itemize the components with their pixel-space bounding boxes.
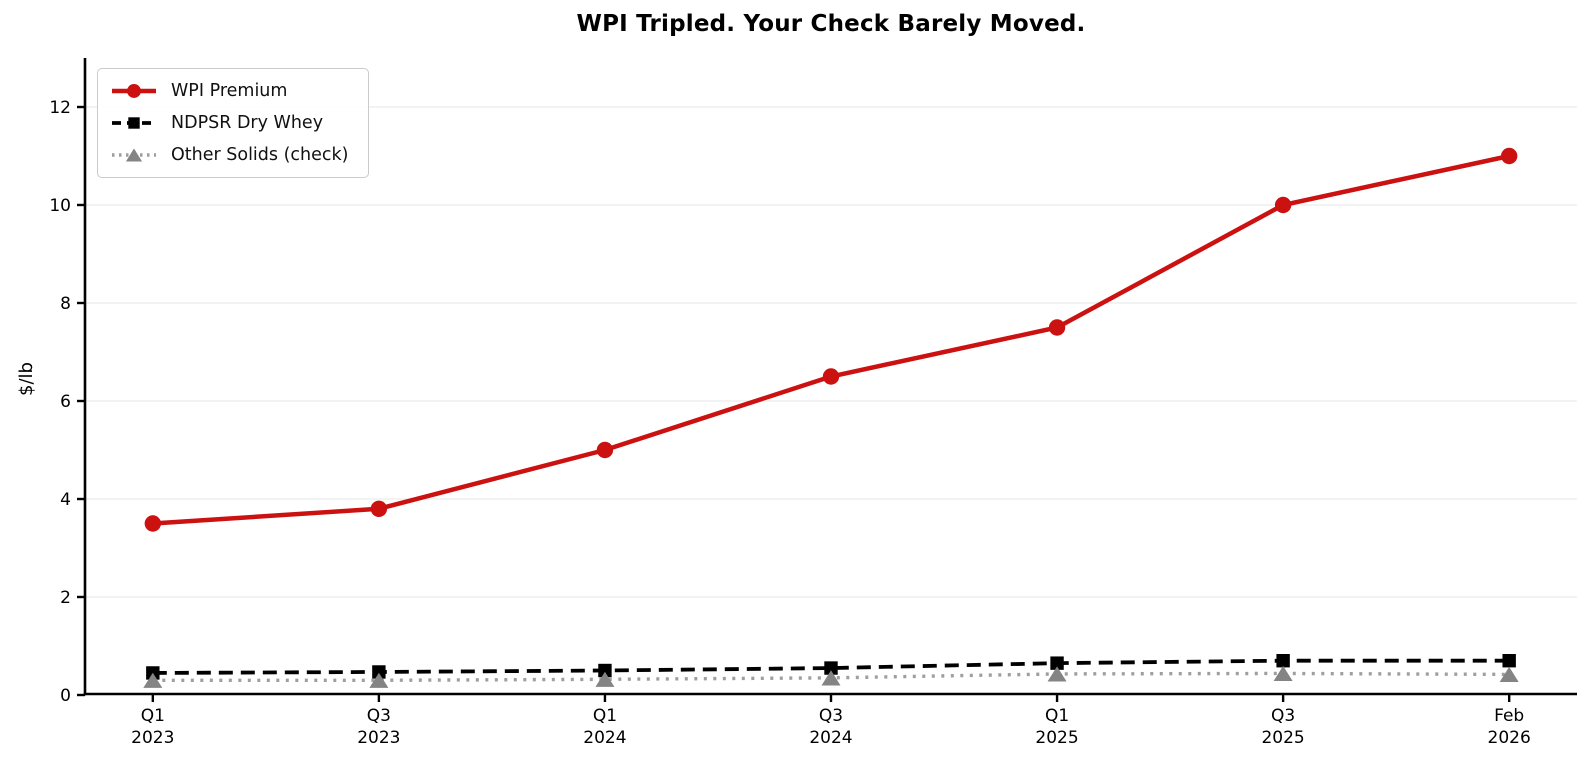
triangle-marker: [1047, 666, 1067, 682]
square-marker: [1050, 656, 1064, 670]
x-tick-label: Q1 2023: [131, 706, 174, 748]
circle-marker: [127, 84, 141, 98]
series-line: [152, 153, 1510, 526]
triangle-marker: [125, 148, 143, 162]
circle-marker: [1048, 319, 1066, 336]
triangle-marker: [369, 672, 389, 688]
square-marker: [372, 665, 386, 679]
square-marker: [598, 663, 612, 678]
legend-item-0: WPI Premium: [110, 79, 352, 103]
chart-title: WPI Tripled. Your Check Barely Moved.: [576, 11, 1086, 37]
legend-label: WPI Premium: [171, 81, 288, 101]
triangle-marker: [143, 672, 163, 688]
triangle-marker: [595, 671, 615, 687]
circle-marker: [1500, 147, 1518, 165]
series-0: [144, 147, 1518, 532]
y-tick-label: 10: [49, 196, 71, 216]
series-1: [146, 654, 1516, 680]
y-tick-label: 2: [60, 588, 71, 608]
legend-square-sample-icon: [112, 117, 156, 129]
triangle-marker: [821, 670, 841, 686]
circle-marker: [144, 515, 162, 532]
x-tick-label: Q3 2024: [809, 706, 852, 748]
legend-triangle-sample-icon: [112, 148, 156, 162]
triangle-marker: [1499, 666, 1519, 683]
x-tick-label: Q1 2024: [583, 706, 626, 748]
legend-circle-sample-icon: [112, 84, 156, 98]
legend-label: Other Solids (check): [171, 145, 349, 165]
x-tick-label: Feb 2026: [1488, 706, 1531, 748]
circle-marker: [596, 441, 614, 459]
x-tick-label: Q1 2025: [1035, 706, 1078, 748]
legend: WPI Premium NDPSR Dry Whey Other Solids (c…: [97, 68, 369, 178]
triangle-marker: [1273, 665, 1293, 682]
series-2: [143, 665, 1519, 688]
y-tick-label: 0: [60, 686, 71, 706]
square-marker: [128, 117, 140, 129]
x-tick-labels: Q1 2023 Q3 2023 Q1 2024 Q3 2024 Q1 2025 Q3 2025 Feb 2…: [131, 694, 1531, 748]
x-tick-label: Q3 2025: [1261, 706, 1304, 748]
x-tick-label: Q3 2023: [357, 706, 400, 748]
circle-marker: [370, 500, 388, 517]
legend-item-1: NDPSR Dry Whey: [110, 111, 352, 135]
square-marker: [1276, 654, 1290, 668]
square-marker: [1502, 654, 1516, 668]
gridlines: [85, 106, 1577, 598]
y-tick-label: 6: [60, 392, 71, 412]
y-tick-label: 4: [60, 490, 71, 510]
circle-marker: [822, 368, 840, 385]
legend-item-2: Other Solids (check): [110, 143, 352, 167]
circle-marker: [1274, 196, 1292, 214]
square-marker: [824, 661, 838, 675]
y-tick-label: 8: [60, 294, 71, 314]
legend-label: NDPSR Dry Whey: [171, 113, 324, 133]
y-tick-labels: 0 2 4 6 8 10 12: [49, 98, 85, 706]
y-tick-label: 12: [49, 98, 71, 118]
y-axis-label: $/lb: [16, 362, 37, 396]
